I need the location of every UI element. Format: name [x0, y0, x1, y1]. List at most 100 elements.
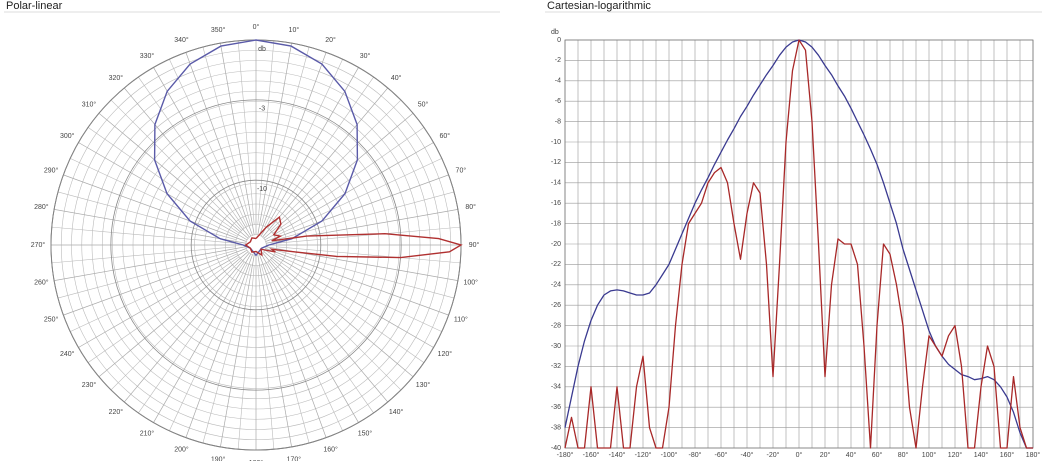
spoke	[275, 250, 455, 299]
spoke	[138, 261, 245, 414]
angle-label: 40°	[391, 74, 402, 82]
spoke	[70, 253, 238, 332]
x-tick-label: 160°	[1000, 451, 1015, 459]
angle-label: 300°	[60, 132, 75, 140]
y-tick-label: -40	[551, 445, 561, 452]
spoke	[78, 249, 248, 348]
spoke	[275, 191, 455, 240]
radial-label: db	[258, 46, 266, 53]
angle-label: 80°	[465, 203, 476, 211]
spoke	[237, 265, 255, 450]
spoke	[87, 127, 240, 234]
x-tick-label: -20°	[767, 451, 780, 459]
y-tick-label: -4	[555, 78, 561, 85]
spoke	[98, 251, 249, 378]
y-tick-label: -32	[551, 363, 561, 370]
x-tick-label: -80°	[689, 451, 702, 459]
radial-label: -3	[259, 106, 265, 113]
angle-label: 320°	[109, 74, 124, 82]
spoke	[261, 264, 310, 444]
y-tick-label: -10	[551, 139, 561, 146]
angle-label: 160°	[323, 446, 338, 454]
y-tick-label: -14	[551, 180, 561, 187]
spoke	[257, 43, 292, 235]
angle-label: 150°	[358, 430, 373, 438]
spoke	[257, 265, 275, 450]
x-tick-label: 60°	[872, 451, 883, 459]
chart-title: Cartesian-logarithmic	[547, 0, 651, 12]
y-axis-label: db	[551, 29, 559, 36]
spoke	[87, 256, 240, 363]
x-tick-label: -160°	[583, 451, 600, 459]
angle-label: 280°	[34, 203, 49, 211]
angle-label: 250°	[44, 315, 59, 323]
series-line	[244, 215, 463, 259]
y-tick-label: -20	[551, 241, 561, 248]
angle-label: 210°	[140, 430, 155, 438]
spoke	[153, 67, 252, 237]
angle-label: 290°	[44, 166, 59, 174]
angle-label: 180°	[249, 459, 264, 461]
spoke	[276, 226, 461, 244]
spoke	[202, 264, 251, 444]
angle-label: 340°	[174, 36, 189, 44]
angle-label: 60°	[439, 132, 450, 140]
x-tick-label: 140°	[974, 451, 989, 459]
spoke	[260, 253, 359, 423]
angle-label: 20°	[325, 36, 336, 44]
spoke	[98, 112, 249, 239]
spoke	[51, 226, 236, 244]
angle-label: 200°	[174, 446, 189, 454]
y-tick-label: -8	[555, 118, 561, 125]
spoke	[54, 246, 246, 281]
y-tick-label: 0	[557, 37, 561, 44]
spoke	[138, 76, 245, 229]
y-tick-label: -30	[551, 343, 561, 350]
spoke	[259, 52, 327, 236]
chart-title: Polar-linear	[6, 0, 63, 12]
y-tick-label: -24	[551, 282, 561, 289]
spoke	[169, 263, 248, 431]
angle-label: 90°	[469, 241, 480, 249]
spoke	[276, 246, 461, 264]
y-tick-label: -34	[551, 384, 561, 391]
angle-label: 350°	[211, 26, 226, 34]
x-tick-label: 80°	[898, 451, 909, 459]
spoke	[262, 87, 389, 238]
spoke	[257, 40, 275, 225]
angle-label: 240°	[60, 350, 75, 358]
spoke	[257, 255, 292, 447]
x-tick-label: -120°	[635, 451, 652, 459]
spoke	[267, 76, 374, 229]
spoke	[153, 253, 252, 423]
x-tick-label: 40°	[846, 451, 857, 459]
spoke	[261, 46, 310, 226]
spoke	[63, 174, 247, 242]
angle-label: 70°	[456, 166, 467, 174]
spoke	[63, 248, 247, 316]
angle-label: 130°	[416, 381, 431, 389]
spoke	[123, 87, 250, 238]
angle-label: 260°	[34, 279, 49, 287]
spoke	[185, 52, 253, 236]
spoke	[259, 254, 327, 438]
spoke	[263, 112, 414, 239]
series-line	[153, 39, 359, 257]
y-tick-label: -6	[555, 98, 561, 105]
x-tick-label: 100°	[922, 451, 937, 459]
angle-label: 0°	[253, 23, 260, 31]
spoke	[274, 158, 442, 237]
y-tick-label: -12	[551, 159, 561, 166]
spoke	[265, 174, 449, 242]
spoke	[70, 158, 238, 237]
spoke	[202, 46, 251, 226]
spoke	[264, 263, 343, 431]
x-tick-label: 120°	[948, 451, 963, 459]
y-tick-label: -38	[551, 424, 561, 431]
y-tick-label: -2	[555, 57, 561, 64]
angle-label: 120°	[438, 350, 453, 358]
series-line	[564, 39, 1033, 449]
spoke	[264, 249, 434, 348]
radial-grid	[110, 99, 402, 391]
spoke	[123, 252, 250, 403]
